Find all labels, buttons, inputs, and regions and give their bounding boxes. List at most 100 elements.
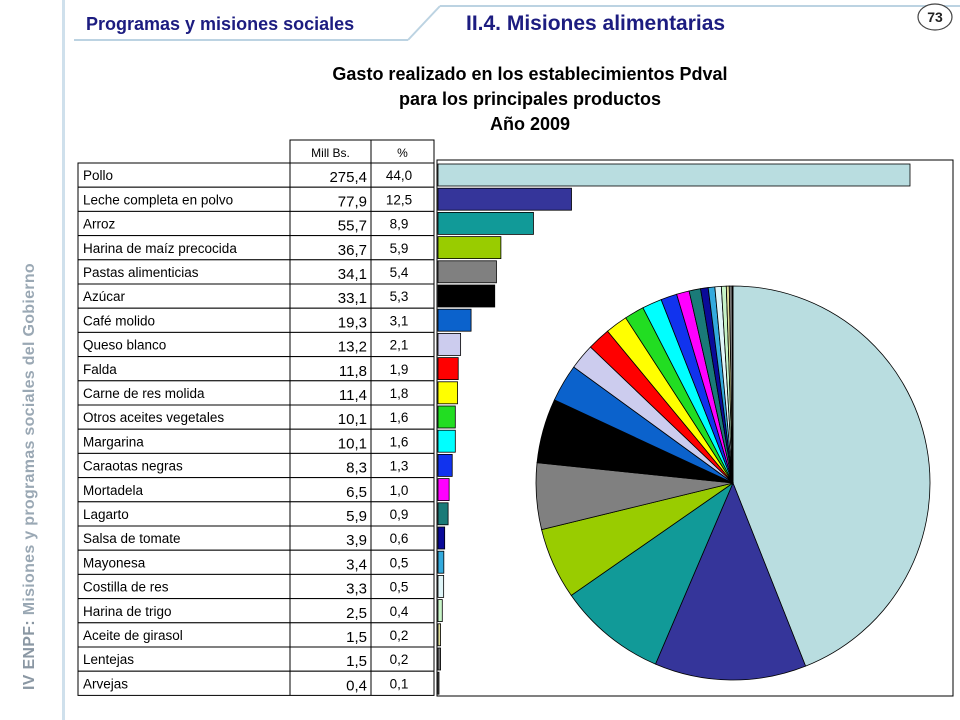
value-label-aceite-de-girasol: 1,5 xyxy=(346,629,367,646)
table-row-falda xyxy=(77,356,435,382)
category-label-leche-completa-en-polvo: Leche completa en polvo xyxy=(83,192,233,207)
bar-pollo xyxy=(437,163,911,187)
bar-otros-aceites-vegetales xyxy=(437,405,456,429)
percent-label-arroz: 8,9 xyxy=(390,217,409,232)
category-label-pastas-alimenticias: Pastas alimenticias xyxy=(83,265,199,280)
subsection-title: II.4. Misiones alimentarias xyxy=(466,12,726,35)
value-label-mayonesa: 3,4 xyxy=(346,556,367,573)
chart-title-line-3: Año 2009 xyxy=(489,114,571,134)
value-label-harina-de-trigo: 2,5 xyxy=(346,605,367,622)
chart-title-line-1: Gasto realizado en los establecimientos … xyxy=(332,64,728,84)
value-label-margarina: 10,1 xyxy=(338,435,367,452)
bar-costilla-de-res xyxy=(437,575,445,598)
percent-label-falda: 1,9 xyxy=(390,362,409,377)
percent-label-caraotas-negras: 1,3 xyxy=(390,459,409,474)
category-label-harina-de-trigo: Harina de trigo xyxy=(83,604,172,619)
percent-label-harina-de-trigo: 0,4 xyxy=(390,604,409,619)
value-label-pastas-alimenticias: 34,1 xyxy=(338,266,367,283)
table-row-leche-completa-en-polvo xyxy=(77,186,435,212)
bar-series xyxy=(437,163,911,695)
value-label-leche-completa-en-polvo: 77,9 xyxy=(338,193,367,210)
bar-mortadela xyxy=(437,478,450,502)
percent-label-arvejas: 0,1 xyxy=(390,676,409,691)
percent-label-pollo: 44,0 xyxy=(386,168,412,183)
table-row-harina-de-trigo xyxy=(77,598,435,624)
value-label-arvejas: 0,4 xyxy=(346,677,367,694)
value-label-cafe-molido: 19,3 xyxy=(338,314,367,331)
table-row-lentejas xyxy=(77,646,435,672)
percent-label-azucar: 5,3 xyxy=(390,289,409,304)
data-table: Mill Bs. % Pollo 275,4 44,0 Leche completa en… xyxy=(77,139,435,696)
bar-lagarto xyxy=(437,502,449,526)
category-label-queso-blanco: Queso blanco xyxy=(83,338,166,353)
pie-chart xyxy=(535,285,931,681)
table-row-otros-aceites-vegetales xyxy=(77,404,435,430)
percent-label-lentejas: 0,2 xyxy=(390,652,409,667)
table-row-pastas-alimenticias xyxy=(77,259,435,285)
plot-frame xyxy=(436,159,954,697)
table-row-pollo xyxy=(77,162,435,188)
percent-label-leche-completa-en-polvo: 12,5 xyxy=(386,192,412,207)
bar-salsa-de-tomate xyxy=(437,526,446,550)
category-label-pollo: Pollo xyxy=(83,168,113,183)
category-label-cafe-molido: Café molido xyxy=(83,313,155,328)
percent-label-costilla-de-res: 0,5 xyxy=(390,580,409,595)
percent-label-aceite-de-girasol: 0,2 xyxy=(390,628,409,643)
value-label-carne-de-res-molida: 11,4 xyxy=(339,387,367,404)
percent-label-otros-aceites-vegetales: 1,6 xyxy=(390,410,409,425)
percent-label-mortadela: 1,0 xyxy=(390,483,409,498)
category-label-arroz: Arroz xyxy=(83,217,116,232)
category-label-otros-aceites-vegetales: Otros aceites vegetales xyxy=(83,410,224,425)
category-label-aceite-de-girasol: Aceite de girasol xyxy=(83,628,183,643)
table-row-caraotas-negras xyxy=(77,452,435,479)
bar-arroz xyxy=(437,211,534,235)
value-label-azucar: 33,1 xyxy=(338,290,367,307)
chart-title: Gasto realizado en los establecimientos … xyxy=(250,62,810,137)
bar-mayonesa xyxy=(437,550,445,574)
category-label-arvejas: Arvejas xyxy=(83,676,128,691)
bar-queso-blanco xyxy=(437,332,462,356)
percent-label-harina-de-maiz-precocida: 5,9 xyxy=(390,241,409,256)
table-row-mayonesa xyxy=(77,549,435,575)
category-label-falda: Falda xyxy=(83,362,117,377)
table-row-salsa-de-tomate xyxy=(77,525,435,551)
section-title: Programas y misiones sociales xyxy=(86,14,355,34)
value-label-harina-de-maiz-precocida: 36,7 xyxy=(338,242,367,259)
percent-label-lagarto: 0,9 xyxy=(390,507,409,522)
percent-label-margarina: 1,6 xyxy=(390,434,409,449)
header-decoration xyxy=(74,3,960,41)
bar-caraotas-negras xyxy=(437,453,453,477)
table-row-azucar xyxy=(77,283,435,309)
category-label-lentejas: Lentejas xyxy=(83,652,134,667)
chart-title-line-2: para los principales productos xyxy=(398,89,662,109)
value-label-pollo: 275,4 xyxy=(329,169,367,186)
value-label-otros-aceites-vegetales: 10,1 xyxy=(338,411,367,428)
table-row-queso-blanco xyxy=(77,331,435,358)
bar-harina-de-trigo xyxy=(437,599,443,622)
table-row-harina-de-maiz-precocida xyxy=(77,235,435,261)
percent-label-mayonesa: 0,5 xyxy=(390,555,409,570)
percent-label-carne-de-res-molida: 1,8 xyxy=(390,386,409,401)
value-label-mortadela: 6,5 xyxy=(346,484,367,501)
pie-slice-arvejas xyxy=(731,285,734,484)
table-row-lagarto xyxy=(77,501,435,527)
header-slash xyxy=(407,5,441,41)
value-label-costilla-de-res: 3,3 xyxy=(346,581,367,598)
category-label-carne-de-res-molida: Carne de res molida xyxy=(83,386,205,401)
value-label-lagarto: 5,9 xyxy=(346,508,367,525)
pie-slice-arroz xyxy=(570,481,734,665)
percent-label-queso-blanco: 2,1 xyxy=(390,338,409,353)
category-label-azucar: Azúcar xyxy=(83,289,126,304)
table-row-cafe-molido xyxy=(77,307,435,333)
table-row-arvejas xyxy=(77,670,435,696)
bar-azucar xyxy=(437,284,496,308)
table-header-percent: % xyxy=(397,146,408,160)
table-header-mill-bs: Mill Bs. xyxy=(311,146,350,160)
table-row-arroz xyxy=(77,210,435,237)
bar-margarina xyxy=(437,429,456,453)
percent-label-cafe-molido: 3,1 xyxy=(390,313,409,328)
bar-cafe-molido xyxy=(437,308,472,332)
bar-carne-de-res-molida xyxy=(437,381,458,405)
percent-label-pastas-alimenticias: 5,4 xyxy=(390,265,409,280)
